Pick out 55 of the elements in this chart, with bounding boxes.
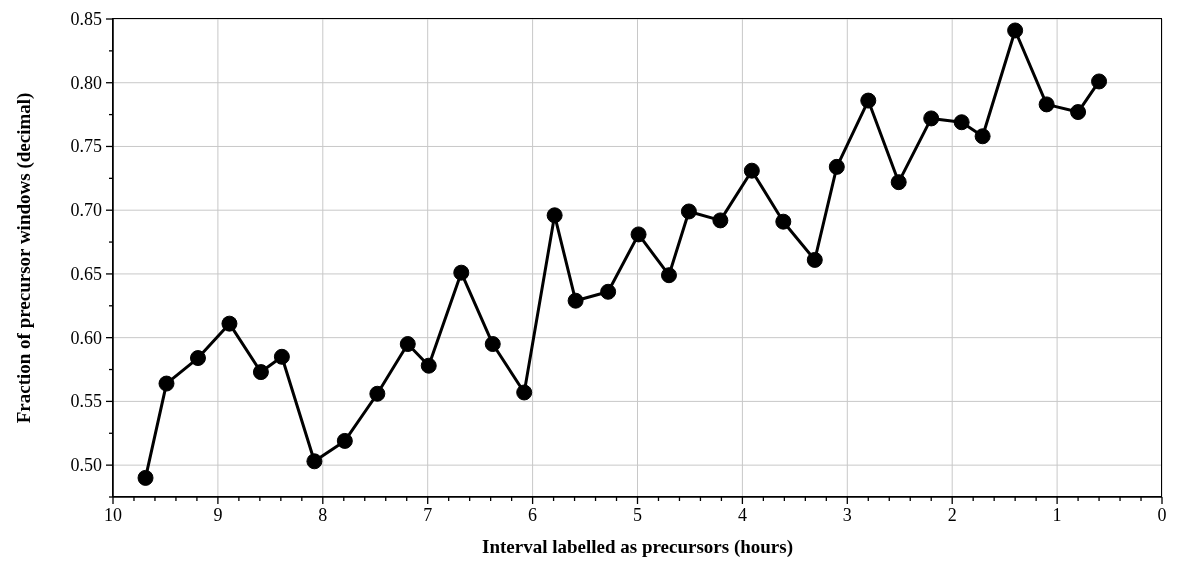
point	[712, 212, 729, 229]
x-tick-label: 6	[528, 505, 538, 525]
y-tick-label: 0.50	[70, 455, 102, 476]
point	[775, 213, 792, 230]
point	[369, 385, 386, 402]
y-tick-label: 0.75	[70, 136, 102, 157]
point	[137, 469, 154, 486]
point	[860, 92, 877, 109]
point	[221, 315, 238, 332]
point	[743, 162, 760, 179]
point	[600, 283, 617, 300]
y-tick-label: 0.60	[70, 327, 102, 348]
point	[484, 336, 501, 353]
point	[399, 336, 416, 353]
point	[660, 267, 677, 284]
point	[252, 364, 269, 381]
point	[1091, 73, 1108, 90]
point	[1038, 96, 1055, 113]
point	[974, 128, 991, 145]
x-tick-label: 7	[423, 505, 433, 525]
point	[306, 453, 323, 470]
x-tick-label: 10	[104, 505, 122, 525]
point	[516, 384, 533, 401]
point	[546, 207, 563, 224]
point	[806, 251, 823, 268]
point	[953, 114, 970, 131]
y-tick-label: 0.80	[70, 72, 102, 93]
y-axis-title: Fraction of precursor windows (decimal)	[13, 92, 35, 424]
point	[630, 226, 647, 243]
point	[453, 264, 470, 281]
point	[923, 110, 940, 127]
x-tick-label: 1	[1052, 505, 1062, 525]
point	[189, 350, 206, 367]
y-tick-label: 0.65	[70, 263, 102, 284]
x-tick-label: 0	[1157, 505, 1167, 525]
point	[890, 174, 907, 191]
point	[1007, 22, 1024, 39]
point	[158, 375, 175, 392]
point	[828, 158, 845, 175]
point	[680, 203, 697, 220]
x-tick-label: 2	[947, 505, 957, 525]
y-tick-label: 0.55	[70, 391, 102, 412]
point	[1070, 104, 1087, 121]
x-axis-title: Interval labelled as precursors (hours)	[481, 536, 794, 558]
point	[567, 292, 584, 309]
x-tick-label: 9	[213, 505, 223, 525]
point	[273, 348, 290, 365]
point	[420, 357, 437, 374]
y-tick-label: 0.85	[70, 9, 102, 29]
x-tick-label: 8	[318, 505, 328, 525]
y-tick-label: 0.70	[70, 200, 102, 221]
point	[336, 432, 353, 449]
x-tick-label: 4	[737, 505, 747, 525]
x-tick-label: 3	[842, 505, 852, 525]
x-tick-label: 5	[633, 505, 642, 525]
